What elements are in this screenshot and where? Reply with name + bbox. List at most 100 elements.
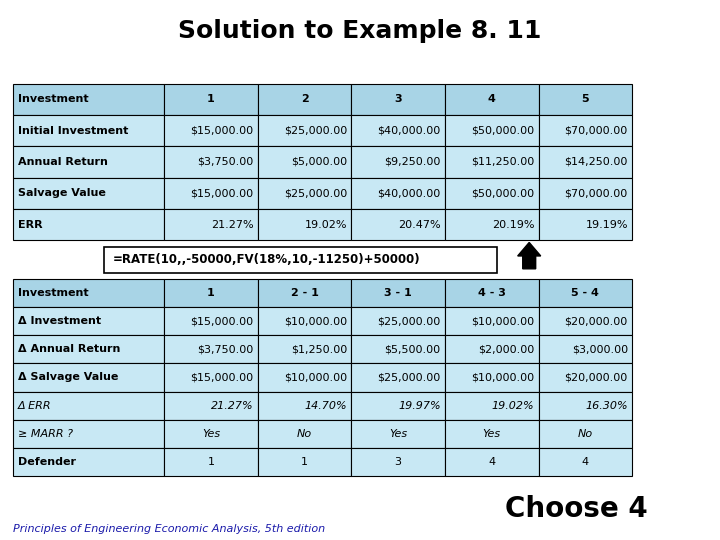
Bar [13,178,164,209]
Text: Δ Salvage Value: Δ Salvage Value [18,373,118,382]
Bar [258,420,351,448]
Bar [351,392,445,420]
Bar [539,448,632,476]
Text: $25,000.00: $25,000.00 [284,188,347,198]
Text: $20,000.00: $20,000.00 [564,316,628,326]
Bar [164,178,258,209]
Text: 4: 4 [488,94,495,104]
Bar [258,115,351,146]
Text: 5: 5 [582,94,589,104]
Bar [258,279,351,307]
Text: $40,000.00: $40,000.00 [377,188,441,198]
Text: =RATE(10,,-50000,FV(18%,10,-11250)+50000): =RATE(10,,-50000,FV(18%,10,-11250)+50000… [113,253,420,266]
Bar [13,209,164,240]
Text: Yes: Yes [389,429,408,438]
Bar [258,307,351,335]
Text: 21.27%: 21.27% [211,220,253,229]
Text: 19.19%: 19.19% [585,220,628,229]
Bar [445,146,539,178]
Text: $3,000.00: $3,000.00 [572,345,628,354]
Text: $5,000.00: $5,000.00 [291,157,347,167]
Bar [445,307,539,335]
Text: Choose 4: Choose 4 [505,495,647,523]
Bar [258,209,351,240]
Bar [445,84,539,115]
Bar [258,392,351,420]
Text: $25,000.00: $25,000.00 [377,316,441,326]
Bar [13,392,164,420]
Text: Investment: Investment [18,288,89,298]
Text: $70,000.00: $70,000.00 [564,188,628,198]
Text: Δ ERR: Δ ERR [18,401,52,410]
Text: $25,000.00: $25,000.00 [284,126,347,136]
Bar [351,84,445,115]
Text: $40,000.00: $40,000.00 [377,126,441,136]
Text: 3 - 1: 3 - 1 [384,288,412,298]
Text: $70,000.00: $70,000.00 [564,126,628,136]
Text: Solution to Example 8. 11: Solution to Example 8. 11 [179,19,541,43]
Bar [351,448,445,476]
Text: Δ Annual Return: Δ Annual Return [18,345,120,354]
Bar [445,392,539,420]
Bar [164,448,258,476]
Text: Yes: Yes [202,429,220,438]
Text: $3,750.00: $3,750.00 [197,345,253,354]
Text: ERR: ERR [18,220,42,229]
Text: 19.97%: 19.97% [398,401,441,410]
Bar [351,335,445,363]
Bar [351,420,445,448]
Text: 2: 2 [301,94,308,104]
Text: Defender: Defender [18,457,76,467]
Text: $3,750.00: $3,750.00 [197,157,253,167]
Text: 4 - 3: 4 - 3 [478,288,505,298]
Bar [164,392,258,420]
Text: $10,000.00: $10,000.00 [471,316,534,326]
Bar [445,279,539,307]
Bar [258,335,351,363]
Bar [539,307,632,335]
Bar [164,335,258,363]
Text: Investment: Investment [18,94,89,104]
Text: Annual Return: Annual Return [18,157,108,167]
Bar [539,363,632,392]
Bar [13,363,164,392]
Bar [445,178,539,209]
Text: Salvage Value: Salvage Value [18,188,106,198]
Text: $15,000.00: $15,000.00 [190,373,253,382]
Bar [539,84,632,115]
Text: $9,250.00: $9,250.00 [384,157,441,167]
Bar [258,448,351,476]
Text: Principles of Engineering Economic Analysis, 5th edition: Principles of Engineering Economic Analy… [13,523,325,534]
Text: $2,000.00: $2,000.00 [478,345,534,354]
Bar [351,209,445,240]
Bar [164,279,258,307]
Bar [258,178,351,209]
Text: 21.27%: 21.27% [211,401,253,410]
Bar [258,363,351,392]
Bar [539,335,632,363]
Bar [351,178,445,209]
Text: 20.19%: 20.19% [492,220,534,229]
Bar [164,115,258,146]
Bar [351,279,445,307]
Bar [258,84,351,115]
Text: 3: 3 [395,94,402,104]
Text: 1: 1 [207,288,215,298]
Text: 16.30%: 16.30% [585,401,628,410]
Text: No: No [297,429,312,438]
Text: 5 - 4: 5 - 4 [572,288,599,298]
Text: No: No [577,429,593,438]
Text: $15,000.00: $15,000.00 [190,188,253,198]
Text: 1: 1 [207,94,215,104]
Bar [351,307,445,335]
Bar [351,115,445,146]
Bar [445,335,539,363]
Bar [445,209,539,240]
Bar [13,420,164,448]
Text: Initial Investment: Initial Investment [18,126,128,136]
Bar [13,84,164,115]
Bar [13,146,164,178]
Text: 3: 3 [395,457,402,467]
Text: $25,000.00: $25,000.00 [377,373,441,382]
Text: $10,000.00: $10,000.00 [284,373,347,382]
